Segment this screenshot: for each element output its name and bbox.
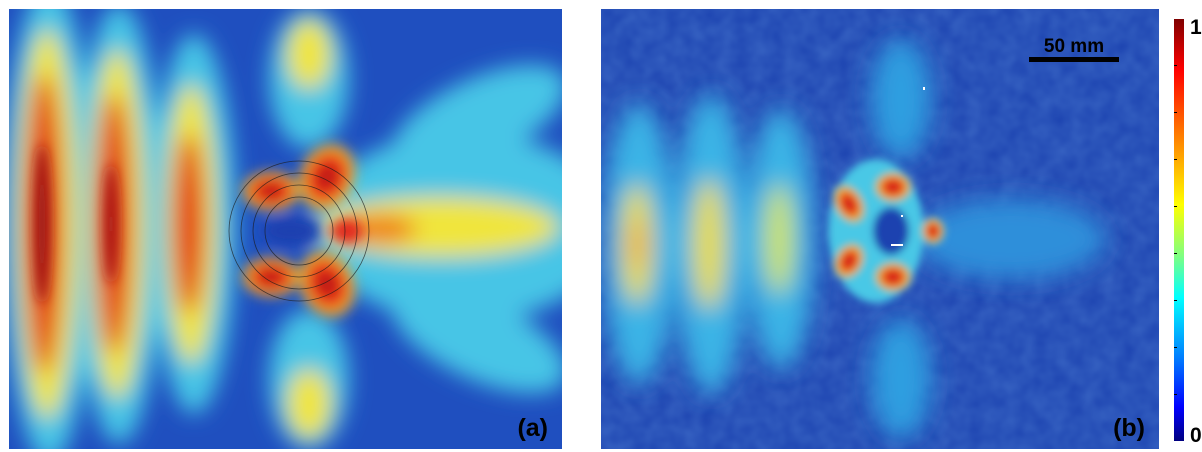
panel-b-label: (b) (1113, 414, 1145, 442)
colorbar-tick (1174, 347, 1177, 348)
colorbar-tick (1174, 394, 1177, 395)
simulation-field-panel: (a) (9, 9, 562, 449)
panel-a-label: (a) (517, 414, 548, 442)
colorbar-tick (1174, 65, 1177, 66)
lens-rings (228, 160, 370, 302)
colorbar-max-label: 1 (1190, 16, 1202, 39)
measured-field-map (601, 9, 1159, 449)
colorbar-tick (1174, 253, 1177, 254)
scale-bar-label: 50 mm (1043, 36, 1105, 57)
colorbar-min-label: 0 (1190, 424, 1202, 447)
colorbar-tick (1174, 159, 1177, 160)
measured-field-panel: 50 mm (b) (601, 9, 1159, 449)
colorbar-tick (1174, 206, 1177, 207)
scale-bar: 50 mm (1029, 37, 1119, 62)
scale-bar-line (1029, 57, 1119, 62)
colorbar-tick (1174, 112, 1177, 113)
colorbar (1174, 19, 1184, 441)
colorbar-tick (1174, 300, 1177, 301)
simulation-field-map (9, 9, 562, 449)
